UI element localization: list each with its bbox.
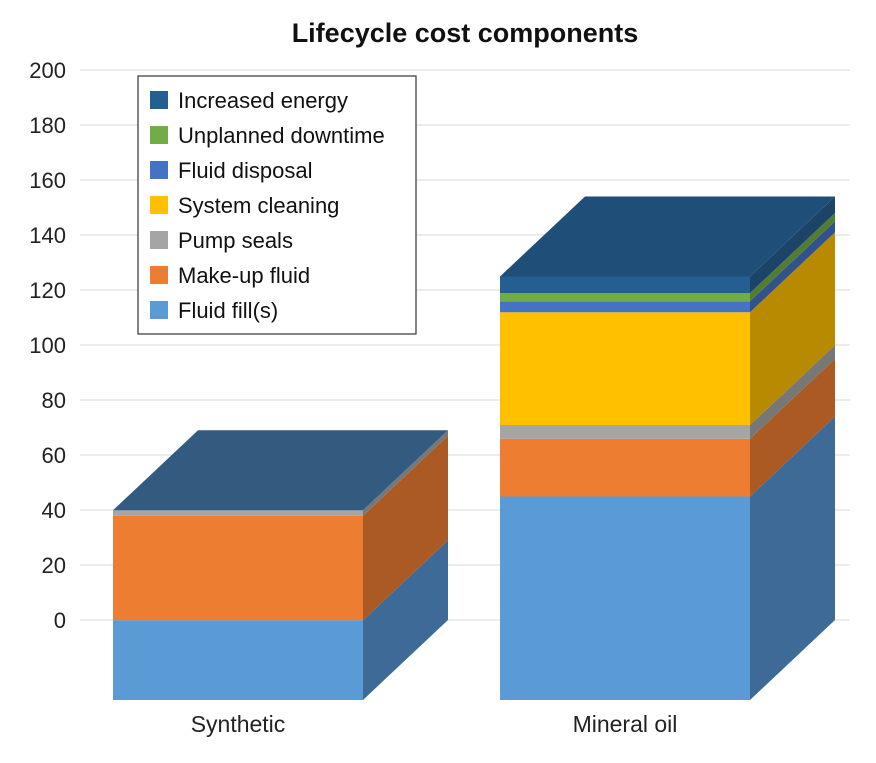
bar-side-mineral-oil-make-up-fluid xyxy=(750,358,835,497)
bar-side-mineral-oil-fluid-disposal xyxy=(750,221,835,313)
legend-label: Make-up fluid xyxy=(178,263,310,288)
bar-top-synthetic xyxy=(113,430,448,511)
bars xyxy=(113,196,835,700)
legend-label: Pump seals xyxy=(178,228,293,253)
bar-top-mineral-oil xyxy=(500,196,835,277)
bar-side-synthetic-fluid-fill-s xyxy=(363,540,448,700)
legend-label: Fluid disposal xyxy=(178,158,313,183)
bar-segment-mineral-oil-fluid-disposal xyxy=(500,301,750,313)
bar-side-mineral-oil-fluid-fill-s xyxy=(750,416,835,700)
legend-swatch xyxy=(150,196,168,214)
legend-swatch xyxy=(150,126,168,144)
y-axis-ticks: 0 20 40 60 80 100 120 140 160 180 200 xyxy=(29,58,66,633)
bar-side-mineral-oil-unplanned-downtime xyxy=(750,213,835,302)
y-tick-label: 100 xyxy=(29,333,66,358)
legend-swatch xyxy=(150,161,168,179)
bar-side-mineral-oil-pump-seals xyxy=(750,345,835,439)
bar-segment-synthetic-fluid-fill-s xyxy=(113,620,363,700)
legend-item-pump-seals: Pump seals xyxy=(150,228,293,253)
x-axis-categories: Synthetic Mineral oil xyxy=(191,711,678,737)
legend-swatch xyxy=(150,301,168,319)
y-tick-label: 40 xyxy=(42,498,66,523)
y-tick-label: 60 xyxy=(42,443,66,468)
y-tick-label: 0 xyxy=(54,608,66,633)
y-tick-label: 120 xyxy=(29,278,66,303)
bar-segment-mineral-oil-unplanned-downtime xyxy=(500,293,750,302)
bar-segment-mineral-oil-increased-energy xyxy=(500,276,750,293)
legend-item-make-up-fluid: Make-up fluid xyxy=(150,263,310,288)
y-tick-label: 20 xyxy=(42,553,66,578)
y-tick-label: 80 xyxy=(42,388,66,413)
legend-label: Unplanned downtime xyxy=(178,123,385,148)
bar-side-synthetic-pump-seals xyxy=(363,430,448,516)
chart-title: Lifecycle cost components xyxy=(292,18,639,48)
legend-label: Fluid fill(s) xyxy=(178,298,278,323)
bar-segment-mineral-oil-make-up-fluid xyxy=(500,438,750,497)
legend-box xyxy=(137,75,417,335)
bar-side-mineral-oil-system-cleaning xyxy=(750,232,835,425)
bar-side-mineral-oil-increased-energy xyxy=(750,196,835,293)
bar-segment-mineral-oil-fluid-fill-s xyxy=(500,496,750,700)
x-category-label: Synthetic xyxy=(191,711,286,737)
bar-segment-mineral-oil-pump-seals xyxy=(500,425,750,439)
legend-swatch xyxy=(150,231,168,249)
x-category-label: Mineral oil xyxy=(573,711,678,737)
bar-side-synthetic-make-up-fluid xyxy=(363,435,448,621)
legend-swatch xyxy=(150,266,168,284)
legend-swatch xyxy=(150,91,168,109)
y-tick-label: 160 xyxy=(29,168,66,193)
y-tick-label: 140 xyxy=(29,223,66,248)
legend-label: Increased energy xyxy=(178,88,348,113)
bar-mineral-oil xyxy=(500,196,835,700)
bar-segment-synthetic-make-up-fluid xyxy=(113,515,363,621)
legend-item-fluid-fill-s: Fluid fill(s) xyxy=(150,298,278,323)
legend: Increased energy Unplanned downtime Fluid … xyxy=(137,75,417,335)
legend-item-increased-energy: Increased energy xyxy=(150,88,348,113)
y-tick-label: 200 xyxy=(29,58,66,83)
legend-item-fluid-disposal: Fluid disposal xyxy=(150,158,313,183)
bar-segment-synthetic-pump-seals xyxy=(113,510,363,516)
bar-segment-mineral-oil-system-cleaning xyxy=(500,312,750,425)
y-tick-label: 180 xyxy=(29,113,66,138)
legend-item-system-cleaning: System cleaning xyxy=(150,193,339,218)
legend-item-unplanned-downtime: Unplanned downtime xyxy=(150,123,385,148)
legend-label: System cleaning xyxy=(178,193,339,218)
bar-synthetic xyxy=(113,430,448,700)
